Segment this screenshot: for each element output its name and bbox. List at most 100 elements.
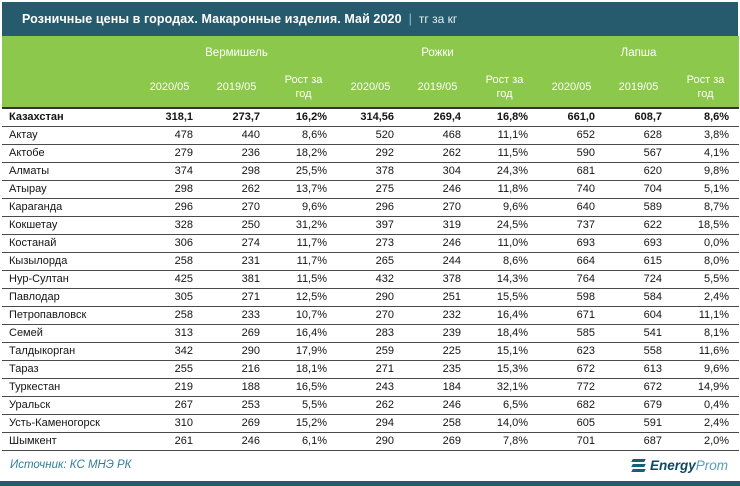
value-cell: 16,4%: [471, 306, 539, 325]
value-cell: 11,0%: [471, 234, 539, 253]
city-name: Атырау: [2, 180, 136, 199]
value-cell: 8,6%: [270, 126, 338, 145]
value-cell: 304: [404, 162, 472, 181]
value-cell: 290: [203, 342, 270, 361]
value-cell: 640: [538, 198, 606, 217]
value-cell: 25,5%: [270, 162, 338, 181]
city-name: Кокшетау: [2, 216, 136, 235]
value-cell: 681: [538, 162, 606, 181]
value-cell: 273,7: [203, 108, 270, 127]
value-cell: 262: [337, 396, 405, 415]
table-row: Караганда 296 270 9,6% 296 270 9,6% 640 …: [2, 198, 740, 217]
city-name: Павлодар: [2, 288, 136, 307]
value-cell: 11,1%: [471, 126, 539, 145]
value-cell: 11,6%: [672, 342, 740, 361]
value-cell: 14,0%: [471, 414, 539, 433]
table-row: Атырау 298 262 13,7% 275 246 11,8% 740 7…: [2, 180, 740, 199]
table-row: Актобе 279 236 18,2% 292 262 11,5% 590 5…: [2, 144, 740, 163]
value-cell: 6,1%: [270, 432, 338, 451]
value-cell: 16,4%: [270, 324, 338, 343]
value-cell: 8,7%: [672, 198, 740, 217]
value-cell: 296: [337, 198, 405, 217]
value-cell: 8,0%: [672, 252, 740, 271]
value-cell: 672: [605, 378, 673, 397]
value-cell: 628: [605, 126, 673, 145]
value-cell: 313: [136, 324, 203, 343]
value-cell: 269: [203, 324, 270, 343]
value-cell: 306: [136, 234, 203, 253]
value-cell: 425: [136, 270, 203, 289]
value-cell: 18,4%: [471, 324, 539, 343]
value-cell: 255: [136, 360, 203, 379]
value-cell: 15,1%: [471, 342, 539, 361]
value-cell: 740: [538, 180, 606, 199]
page-title: Розничные цены в городах. Макаронные изд…: [22, 12, 402, 26]
value-cell: 31,2%: [270, 216, 338, 235]
value-cell: 246: [203, 432, 270, 451]
city-name: Туркестан: [2, 378, 136, 397]
value-cell: 15,3%: [471, 360, 539, 379]
value-cell: 11,7%: [270, 234, 338, 253]
value-cell: 687: [605, 432, 673, 451]
value-cell: 269: [404, 432, 472, 451]
value-cell: 3,8%: [672, 126, 740, 145]
table-row: Кызылорда 258 231 11,7% 265 244 8,6% 664…: [2, 252, 740, 271]
value-cell: 250: [203, 216, 270, 235]
value-cell: 520: [337, 126, 405, 145]
value-cell: 262: [203, 180, 270, 199]
value-cell: 5,1%: [672, 180, 740, 199]
value-cell: 236: [203, 144, 270, 163]
value-cell: 8,6%: [672, 108, 740, 127]
title-separator: |: [408, 12, 412, 26]
city-name: Нур-Султан: [2, 270, 136, 289]
value-cell: 623: [538, 342, 606, 361]
city-name: Актобе: [2, 144, 136, 163]
city-name: Уральск: [2, 396, 136, 415]
column-header-growth: Рост за год: [686, 74, 725, 100]
title-bar: Розничные цены в городах. Макаронные изд…: [2, 2, 738, 36]
value-cell: 239: [404, 324, 472, 343]
column-header: 2019/05: [404, 69, 472, 108]
value-cell: 679: [605, 396, 673, 415]
city-name: Алматы: [2, 162, 136, 181]
value-cell: 270: [337, 306, 405, 325]
column-group-rozhki: Рожки: [337, 36, 539, 69]
city-name: Актау: [2, 126, 136, 145]
value-cell: 620: [605, 162, 673, 181]
city-name: Кызылорда: [2, 252, 136, 271]
value-cell: 270: [404, 198, 472, 217]
value-cell: 305: [136, 288, 203, 307]
table-row: Семей 313 269 16,4% 283 239 18,4% 585 54…: [2, 324, 740, 343]
value-cell: 259: [337, 342, 405, 361]
value-cell: 298: [136, 180, 203, 199]
column-header: 2020/05: [337, 69, 405, 108]
value-cell: 15,2%: [270, 414, 338, 433]
value-cell: 608,7: [605, 108, 673, 127]
value-cell: 590: [538, 144, 606, 163]
value-cell: 2,4%: [672, 288, 740, 307]
value-cell: 9,6%: [471, 198, 539, 217]
value-cell: 290: [337, 288, 405, 307]
table-header: Вермишель Рожки Лапша 2020/05 2019/05 Ро…: [2, 36, 740, 108]
value-cell: 0,0%: [672, 234, 740, 253]
value-cell: 374: [136, 162, 203, 181]
value-cell: 468: [404, 126, 472, 145]
value-cell: 279: [136, 144, 203, 163]
value-cell: 672: [538, 360, 606, 379]
value-cell: 737: [538, 216, 606, 235]
value-cell: 274: [203, 234, 270, 253]
logo-text: EnergyProm: [650, 458, 728, 473]
column-group-vermicelli: Вермишель: [136, 36, 338, 69]
value-cell: 232: [404, 306, 472, 325]
value-cell: 265: [337, 252, 405, 271]
value-cell: 7,8%: [471, 432, 539, 451]
value-cell: 11,1%: [672, 306, 740, 325]
value-cell: 772: [538, 378, 606, 397]
table-row: Кокшетау 328 250 31,2% 397 319 24,5% 737…: [2, 216, 740, 235]
city-name: Костанай: [2, 234, 136, 253]
value-cell: 671: [538, 306, 606, 325]
value-cell: 18,5%: [672, 216, 740, 235]
value-cell: 18,2%: [270, 144, 338, 163]
value-cell: 764: [538, 270, 606, 289]
